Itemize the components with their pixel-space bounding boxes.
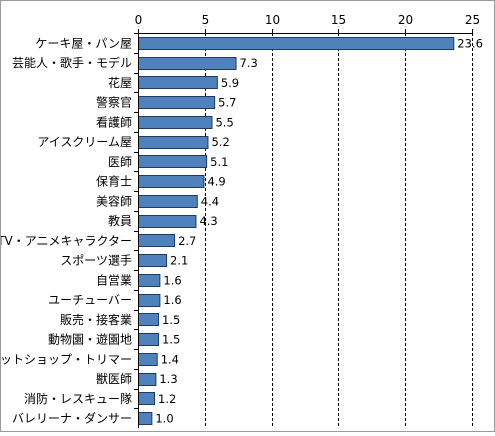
- category-label: 医師: [108, 155, 132, 169]
- bar-3: [138, 76, 218, 89]
- category-label-layer: ケーキ屋・パン屋芸能人・歌手・モデル花屋警察官看護師アイスクリーム屋医師保育士美…: [0, 36, 132, 426]
- value-label: 4.3: [199, 214, 217, 228]
- category-label: 保育士: [96, 174, 132, 189]
- category-label: 芸能人・歌手・モデル: [12, 55, 132, 70]
- category-label: 看護師: [96, 114, 132, 129]
- x-tick-label: 5: [202, 13, 210, 27]
- bar-5: [138, 116, 213, 129]
- value-label: 1.4: [161, 352, 179, 366]
- bar-layer: [138, 37, 455, 425]
- value-label-layer: 23.6 7.35.9 5.7 5.5 5.2 5.1 4.9 4.4 4.32.7 2.1 1.6…: [155, 36, 483, 425]
- bar-11: [138, 234, 176, 247]
- category-label: 警察官: [96, 95, 132, 110]
- value-label: 5.1: [210, 155, 228, 169]
- grid-layer: [205, 33, 473, 428]
- value-label: 4.4: [201, 194, 219, 208]
- tick-label-layer: 0 5 10 15 20 25: [135, 13, 480, 27]
- bar-8: [138, 175, 205, 188]
- category-label: アイスクリーム屋: [37, 135, 132, 149]
- category-label: 自営業: [96, 273, 132, 287]
- bar-16: [138, 333, 160, 346]
- value-label: 4.9: [207, 175, 225, 189]
- bar-13: [138, 274, 161, 287]
- bar-9: [138, 195, 198, 208]
- category-label: 販売・接客業: [60, 312, 132, 327]
- value-label: 5.2: [211, 135, 229, 149]
- category-label: 教員: [108, 213, 132, 228]
- value-label: 5.7: [218, 96, 236, 110]
- bar-17: [138, 353, 158, 366]
- value-label: 7.3: [240, 56, 258, 70]
- bar-6: [138, 136, 209, 149]
- category-label: 花屋: [108, 75, 132, 90]
- category-label: ペットショップ・トリマー: [1, 352, 132, 366]
- x-tick-label: 25: [465, 13, 480, 27]
- category-label: TV・アニメキャラクター: [1, 234, 132, 248]
- bar-14: [138, 294, 161, 307]
- category-label: 消防・レスキュー隊: [24, 391, 132, 406]
- value-label: 1.3: [159, 372, 177, 386]
- bar-10: [138, 215, 197, 228]
- bar-15: [138, 313, 160, 326]
- x-tick-label: 15: [331, 13, 346, 27]
- value-label: 5.9: [221, 76, 239, 90]
- value-label: 23.6: [457, 36, 483, 50]
- x-tick-label: 20: [398, 13, 413, 27]
- value-label: 1.6: [163, 293, 181, 307]
- bar-19: [138, 392, 156, 405]
- bar-2: [138, 57, 237, 70]
- category-label: 美容師: [96, 193, 132, 208]
- value-label: 1.5: [162, 333, 180, 347]
- bar-12: [138, 254, 168, 267]
- value-label: 5.5: [215, 115, 233, 129]
- category-label: ユーチューバー: [48, 293, 132, 307]
- bar-4: [138, 96, 216, 109]
- bar-7: [138, 155, 208, 168]
- value-label: 1.5: [162, 313, 180, 327]
- category-label: ケーキ屋・パン屋: [35, 36, 132, 50]
- value-label: 1.2: [158, 392, 176, 406]
- x-tick-label: 10: [265, 13, 280, 27]
- value-label: 1.6: [163, 273, 181, 287]
- category-label: バレリーナ・ダンサー: [12, 411, 132, 426]
- axis-layer: [134, 29, 473, 428]
- category-label: 動物園・遊園地: [48, 332, 132, 347]
- bar-1: [138, 37, 455, 50]
- value-label: 1.0: [155, 412, 173, 426]
- category-label: スポーツ選手: [60, 254, 132, 268]
- bar-18: [138, 373, 157, 386]
- value-label: 2.7: [178, 234, 196, 248]
- bar-20: [138, 412, 153, 425]
- x-tick-label: 0: [135, 13, 143, 27]
- category-label: 獣医師: [96, 372, 132, 386]
- value-label: 2.1: [170, 254, 188, 268]
